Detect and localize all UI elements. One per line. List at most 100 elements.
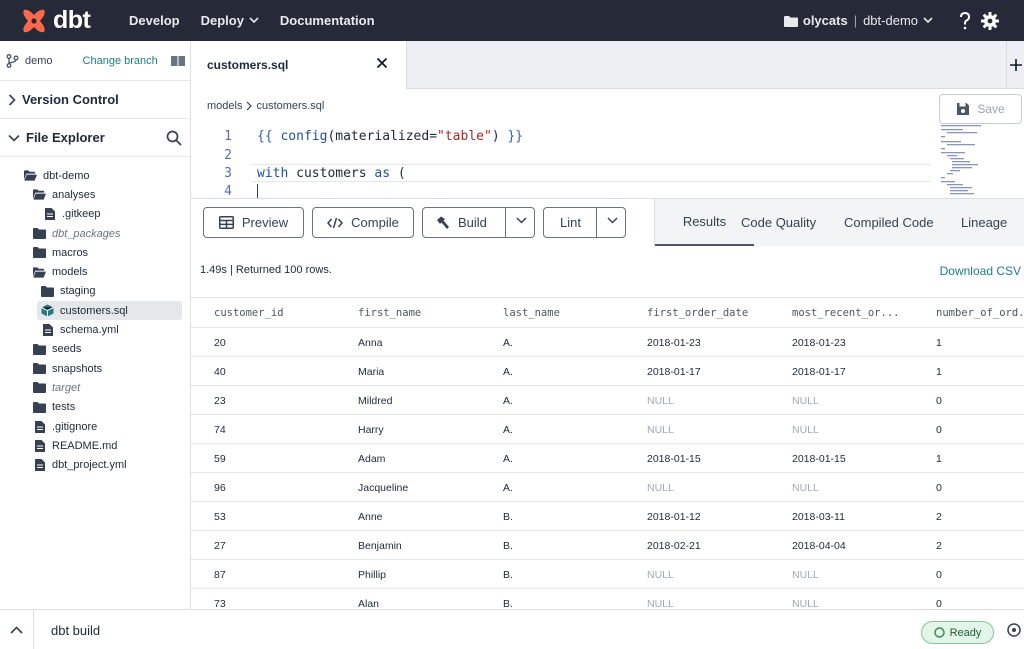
command-input[interactable]: dbt build bbox=[51, 623, 101, 638]
nav-deploy[interactable]: Deploy bbox=[201, 13, 259, 28]
book-icon[interactable] bbox=[170, 55, 186, 67]
help-button[interactable] bbox=[959, 11, 971, 30]
file-tree-item[interactable]: dbt_packages bbox=[0, 224, 190, 243]
column-header[interactable]: customer_id bbox=[214, 307, 284, 319]
compile-button[interactable]: Compile bbox=[312, 207, 414, 238]
table-row[interactable]: 59 Adam A. 2018-01-15 2018-01-15 1 bbox=[191, 444, 1024, 473]
dbt-logo[interactable]: dbt bbox=[20, 6, 108, 35]
table-cell: 0 bbox=[936, 395, 942, 407]
file-tree-item[interactable]: models bbox=[0, 262, 190, 281]
column-header[interactable]: last_name bbox=[503, 307, 560, 319]
table-row[interactable]: 87 Phillip B. NULL NULL 0 bbox=[191, 560, 1024, 589]
file-tree-item[interactable]: staging bbox=[0, 282, 190, 301]
file-tree-item[interactable]: target bbox=[0, 378, 190, 397]
table-cell: 74 bbox=[214, 424, 226, 436]
column-header[interactable]: most_recent_or... bbox=[792, 307, 900, 319]
breadcrumb-models[interactable]: models bbox=[207, 100, 243, 112]
file-tree-item[interactable]: macros bbox=[0, 243, 190, 262]
table-cell: NULL bbox=[647, 424, 674, 436]
code-line: 2 bbox=[191, 146, 232, 164]
tab-results[interactable]: Results bbox=[655, 199, 754, 246]
table-cell: 2018-01-23 bbox=[647, 337, 701, 349]
tab-customers-sql[interactable]: customers.sql bbox=[191, 41, 407, 89]
table-row[interactable]: 23 Mildred A. NULL NULL 0 bbox=[191, 386, 1024, 415]
column-header[interactable]: number_of_ord... bbox=[936, 307, 1024, 319]
code-line: 1 {{ config(materialized="table") }} bbox=[191, 127, 523, 145]
nav-documentation[interactable]: Documentation bbox=[280, 13, 375, 28]
line-number: 2 bbox=[224, 147, 232, 163]
table-cell: 2 bbox=[936, 540, 942, 552]
file-tree-item[interactable]: .gitignore bbox=[0, 417, 190, 436]
code-minimap[interactable] bbox=[941, 125, 993, 197]
file-tree-label: target bbox=[52, 381, 81, 394]
text-cursor bbox=[257, 184, 258, 198]
table-row[interactable]: 53 Anne B. 2018-01-12 2018-03-11 2 bbox=[191, 502, 1024, 531]
settings-gear-icon[interactable] bbox=[1006, 622, 1022, 638]
table-cell: 2 bbox=[936, 511, 942, 523]
table-row[interactable]: 96 Jacqueline A. NULL NULL 0 bbox=[191, 473, 1024, 502]
close-icon[interactable] bbox=[376, 57, 388, 69]
settings-button[interactable] bbox=[981, 11, 999, 30]
code-editor[interactable]: 1 {{ config(materialized="table") }} 2 3… bbox=[191, 127, 1024, 198]
file-tree-item[interactable]: README.md bbox=[0, 436, 190, 455]
table-cell: 2018-01-23 bbox=[792, 337, 846, 349]
project-selector[interactable]: olycats | dbt-demo bbox=[783, 13, 933, 28]
chevron-down-icon[interactable] bbox=[607, 217, 618, 224]
file-tree: dbt-demo analyses .gitkeep dbt_packages macr… bbox=[0, 157, 190, 475]
lint-button[interactable]: Lint bbox=[543, 207, 626, 238]
file-tree-item[interactable]: customers.sql bbox=[37, 301, 182, 321]
breadcrumb-file: customers.sql bbox=[256, 100, 325, 112]
file-tree-item[interactable]: .gitkeep bbox=[0, 205, 190, 224]
file-tree-item[interactable]: tests bbox=[0, 398, 190, 417]
table-cell: Harry bbox=[358, 424, 384, 436]
file-explorer-label: File Explorer bbox=[26, 130, 105, 145]
file-tree-item[interactable]: schema.yml bbox=[0, 320, 190, 339]
code-icon bbox=[327, 217, 344, 228]
table-row[interactable]: 74 Harry A. NULL NULL 0 bbox=[191, 415, 1024, 444]
table-row[interactable]: 73 Alan B. NULL NULL 0 bbox=[191, 589, 1024, 609]
results-panel-tabs: Results Code Quality Compiled Code Linea… bbox=[654, 199, 1024, 246]
save-button[interactable]: Save bbox=[939, 94, 1022, 124]
file-tree-item[interactable]: snapshots bbox=[0, 359, 190, 378]
build-label: Build bbox=[458, 215, 487, 230]
tab-compiled-code[interactable]: Compiled Code bbox=[844, 199, 934, 246]
change-branch-link[interactable]: Change branch bbox=[82, 54, 158, 67]
table-cell: 0 bbox=[936, 482, 942, 494]
folder-icon bbox=[33, 363, 46, 375]
file-tree-item[interactable]: seeds bbox=[0, 340, 190, 359]
code-text: with customers as ( bbox=[257, 165, 406, 181]
column-header[interactable]: first_name bbox=[358, 307, 422, 319]
chevron-up-icon bbox=[10, 626, 23, 634]
file-explorer-section[interactable]: File Explorer bbox=[0, 119, 190, 157]
file-tree-label: dbt-demo bbox=[43, 169, 90, 182]
active-line-highlight bbox=[251, 164, 931, 182]
version-control-section[interactable]: Version Control bbox=[0, 81, 190, 119]
search-icon[interactable] bbox=[166, 130, 182, 146]
table-cell: Anne bbox=[358, 511, 383, 523]
preview-button[interactable]: Preview bbox=[203, 207, 304, 238]
table-row[interactable]: 40 Maria A. 2018-01-17 2018-01-17 1 bbox=[191, 357, 1024, 386]
tab-code-quality[interactable]: Code Quality bbox=[741, 199, 816, 246]
table-row[interactable]: 27 Benjamin B. 2018-02-21 2018-04-04 2 bbox=[191, 531, 1024, 560]
build-button[interactable]: Build bbox=[422, 207, 535, 238]
results-table: customer_id first_name last_name first_orde… bbox=[191, 297, 1024, 609]
new-tab-button[interactable] bbox=[1006, 41, 1024, 89]
version-control-label: Version Control bbox=[22, 92, 119, 107]
table-cell: Alan bbox=[358, 598, 380, 609]
file-tree-item[interactable]: dbt-demo bbox=[0, 166, 190, 185]
chevron-down-icon bbox=[249, 17, 259, 24]
expand-console-button[interactable] bbox=[0, 610, 34, 649]
table-cell: B. bbox=[503, 569, 513, 581]
nav-develop[interactable]: Develop bbox=[129, 13, 180, 28]
folder-icon bbox=[41, 285, 54, 297]
tab-lineage[interactable]: Lineage bbox=[961, 199, 1007, 246]
table-row[interactable]: 20 Anna A. 2018-01-23 2018-01-23 1 bbox=[191, 328, 1024, 357]
chevron-down-icon[interactable] bbox=[516, 217, 527, 224]
table-cell: 73 bbox=[214, 598, 226, 609]
table-icon bbox=[218, 216, 234, 229]
download-csv-link[interactable]: Download CSV bbox=[939, 264, 1021, 278]
file-tree-item[interactable]: analyses bbox=[0, 185, 190, 204]
file-tree-item[interactable]: dbt_project.yml bbox=[0, 455, 190, 474]
column-header[interactable]: first_order_date bbox=[647, 307, 749, 319]
split-divider bbox=[596, 208, 597, 237]
